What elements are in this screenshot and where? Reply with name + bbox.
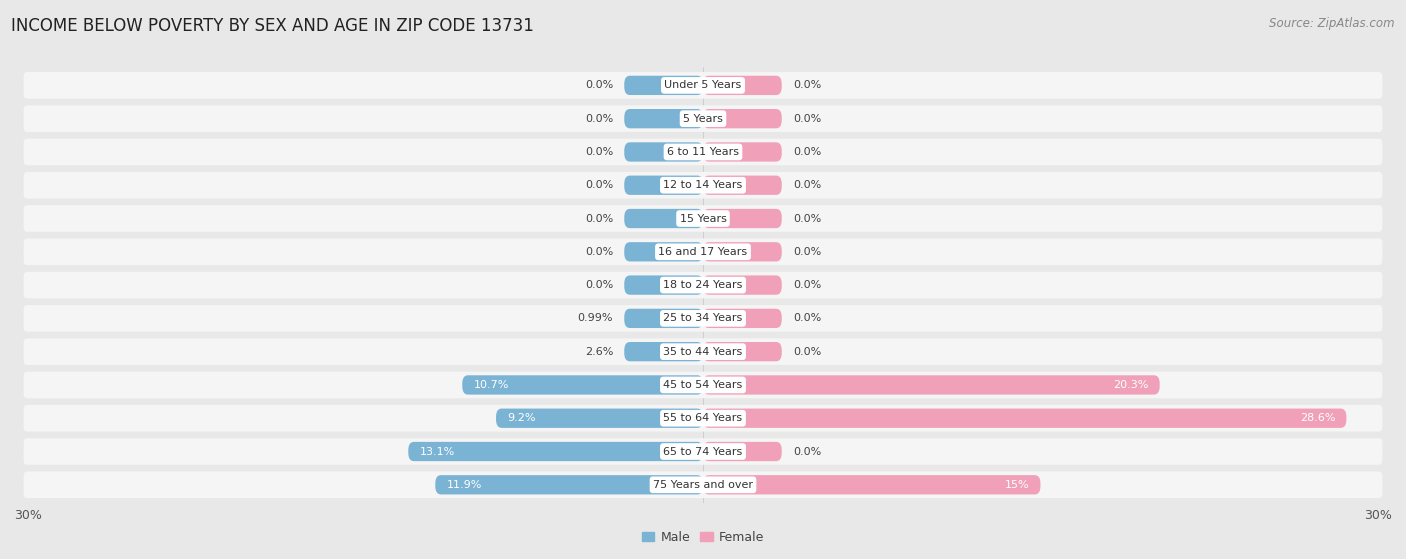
Text: 0.0%: 0.0% xyxy=(793,180,821,190)
FancyBboxPatch shape xyxy=(624,242,703,262)
FancyBboxPatch shape xyxy=(24,338,1382,365)
Text: 28.6%: 28.6% xyxy=(1299,413,1336,423)
FancyBboxPatch shape xyxy=(703,375,1160,395)
Text: 11.9%: 11.9% xyxy=(447,480,482,490)
Text: 65 to 74 Years: 65 to 74 Years xyxy=(664,447,742,457)
FancyBboxPatch shape xyxy=(703,276,782,295)
FancyBboxPatch shape xyxy=(624,309,703,328)
Text: 0.0%: 0.0% xyxy=(585,147,613,157)
Text: 25 to 34 Years: 25 to 34 Years xyxy=(664,314,742,323)
Text: 0.0%: 0.0% xyxy=(793,314,821,323)
FancyBboxPatch shape xyxy=(463,375,703,395)
FancyBboxPatch shape xyxy=(624,75,703,95)
FancyBboxPatch shape xyxy=(24,72,1382,99)
FancyBboxPatch shape xyxy=(24,438,1382,465)
FancyBboxPatch shape xyxy=(24,105,1382,132)
FancyBboxPatch shape xyxy=(496,409,703,428)
FancyBboxPatch shape xyxy=(703,143,782,162)
Text: 18 to 24 Years: 18 to 24 Years xyxy=(664,280,742,290)
FancyBboxPatch shape xyxy=(24,272,1382,299)
FancyBboxPatch shape xyxy=(24,305,1382,331)
FancyBboxPatch shape xyxy=(624,176,703,195)
Text: 0.0%: 0.0% xyxy=(793,113,821,124)
Text: 0.0%: 0.0% xyxy=(585,80,613,91)
Text: 35 to 44 Years: 35 to 44 Years xyxy=(664,347,742,357)
Text: 0.0%: 0.0% xyxy=(793,214,821,224)
Text: 15%: 15% xyxy=(1004,480,1029,490)
FancyBboxPatch shape xyxy=(624,209,703,228)
Text: 0.0%: 0.0% xyxy=(585,113,613,124)
Text: 0.0%: 0.0% xyxy=(793,80,821,91)
FancyBboxPatch shape xyxy=(703,209,782,228)
Text: 0.0%: 0.0% xyxy=(585,214,613,224)
Text: 15 Years: 15 Years xyxy=(679,214,727,224)
Text: 9.2%: 9.2% xyxy=(508,413,536,423)
FancyBboxPatch shape xyxy=(436,475,703,495)
FancyBboxPatch shape xyxy=(24,471,1382,498)
FancyBboxPatch shape xyxy=(408,442,703,461)
Text: Source: ZipAtlas.com: Source: ZipAtlas.com xyxy=(1270,17,1395,30)
Text: 0.0%: 0.0% xyxy=(793,147,821,157)
FancyBboxPatch shape xyxy=(24,172,1382,198)
Text: 45 to 54 Years: 45 to 54 Years xyxy=(664,380,742,390)
Legend: Male, Female: Male, Female xyxy=(637,526,769,549)
Text: 6 to 11 Years: 6 to 11 Years xyxy=(666,147,740,157)
FancyBboxPatch shape xyxy=(703,176,782,195)
FancyBboxPatch shape xyxy=(703,342,782,361)
Text: 0.0%: 0.0% xyxy=(793,347,821,357)
FancyBboxPatch shape xyxy=(703,109,782,129)
Text: Under 5 Years: Under 5 Years xyxy=(665,80,741,91)
Text: 0.0%: 0.0% xyxy=(793,447,821,457)
Text: 5 Years: 5 Years xyxy=(683,113,723,124)
FancyBboxPatch shape xyxy=(24,372,1382,398)
FancyBboxPatch shape xyxy=(624,276,703,295)
FancyBboxPatch shape xyxy=(703,409,1347,428)
FancyBboxPatch shape xyxy=(703,242,782,262)
FancyBboxPatch shape xyxy=(703,75,782,95)
Text: 75 Years and over: 75 Years and over xyxy=(652,480,754,490)
Text: 55 to 64 Years: 55 to 64 Years xyxy=(664,413,742,423)
Text: INCOME BELOW POVERTY BY SEX AND AGE IN ZIP CODE 13731: INCOME BELOW POVERTY BY SEX AND AGE IN Z… xyxy=(11,17,534,35)
Text: 12 to 14 Years: 12 to 14 Years xyxy=(664,180,742,190)
Text: 13.1%: 13.1% xyxy=(419,447,454,457)
Text: 2.6%: 2.6% xyxy=(585,347,613,357)
FancyBboxPatch shape xyxy=(624,109,703,129)
Text: 0.0%: 0.0% xyxy=(793,247,821,257)
FancyBboxPatch shape xyxy=(703,442,782,461)
FancyBboxPatch shape xyxy=(703,475,1040,495)
Text: 0.99%: 0.99% xyxy=(578,314,613,323)
Text: 20.3%: 20.3% xyxy=(1114,380,1149,390)
Text: 10.7%: 10.7% xyxy=(474,380,509,390)
Text: 0.0%: 0.0% xyxy=(585,247,613,257)
Text: 0.0%: 0.0% xyxy=(585,280,613,290)
FancyBboxPatch shape xyxy=(24,139,1382,165)
Text: 16 and 17 Years: 16 and 17 Years xyxy=(658,247,748,257)
FancyBboxPatch shape xyxy=(624,143,703,162)
FancyBboxPatch shape xyxy=(703,309,782,328)
Text: 0.0%: 0.0% xyxy=(585,180,613,190)
FancyBboxPatch shape xyxy=(24,205,1382,232)
FancyBboxPatch shape xyxy=(24,405,1382,432)
Text: 0.0%: 0.0% xyxy=(793,280,821,290)
FancyBboxPatch shape xyxy=(24,239,1382,265)
FancyBboxPatch shape xyxy=(624,342,703,361)
